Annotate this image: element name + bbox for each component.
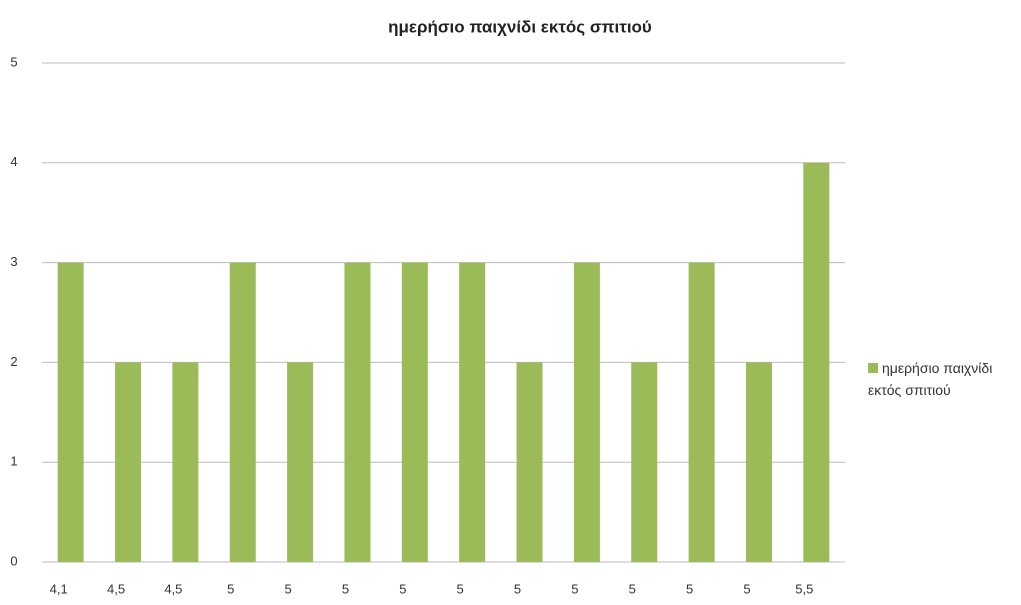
bar xyxy=(57,262,84,562)
x-tick-label: 5 xyxy=(514,581,521,596)
y-tick-label: 1 xyxy=(10,454,17,469)
bar xyxy=(459,262,486,562)
chart-title: ημερήσιο παιχνίδι εκτός σπιτιού xyxy=(388,17,652,36)
y-tick-label: 3 xyxy=(10,254,17,269)
x-tick-label: 5 xyxy=(629,581,636,596)
x-tick-label: 5 xyxy=(571,581,578,596)
bar xyxy=(688,262,715,562)
bar xyxy=(287,362,314,562)
x-tick-label: 5 xyxy=(457,581,464,596)
x-tick-label: 5 xyxy=(686,581,693,596)
y-tick-label: 5 xyxy=(10,54,17,69)
y-tick-label: 0 xyxy=(10,553,17,568)
y-tick-label: 2 xyxy=(10,354,17,369)
x-tick-label: 5 xyxy=(227,581,234,596)
bar xyxy=(516,362,543,562)
bar xyxy=(573,262,600,562)
bar xyxy=(803,162,830,563)
y-tick-label: 4 xyxy=(10,154,17,169)
x-tick-label: 4,1 xyxy=(50,581,68,596)
x-tick-label: 4,5 xyxy=(164,581,182,596)
bar xyxy=(229,262,256,562)
bar xyxy=(631,362,658,562)
x-tick-label: 5 xyxy=(342,581,349,596)
legend: ημερήσιο παιχνίδι εκτός σπιτιού xyxy=(868,357,1018,401)
x-tick-label: 5 xyxy=(399,581,406,596)
x-tick-label: 4,5 xyxy=(107,581,125,596)
legend-label: ημερήσιο παιχνίδι εκτός σπιτιού xyxy=(868,360,993,398)
x-tick-label: 5 xyxy=(284,581,291,596)
x-tick-label: 5,5 xyxy=(795,581,813,596)
x-tick-label: 5 xyxy=(743,581,750,596)
bar xyxy=(344,262,371,562)
bar xyxy=(745,362,772,562)
legend-swatch xyxy=(868,363,878,373)
bar xyxy=(115,362,142,562)
bar xyxy=(172,362,199,562)
bar xyxy=(401,262,428,562)
